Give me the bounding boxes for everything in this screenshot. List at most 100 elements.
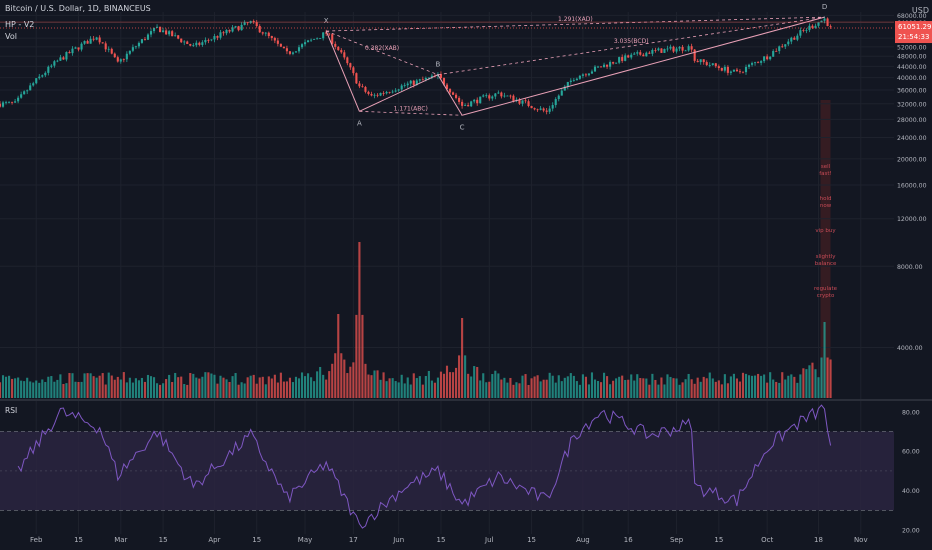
candle-body — [125, 53, 128, 60]
volume-bar — [784, 379, 787, 398]
volume-bar — [26, 377, 29, 398]
volume-bar — [0, 382, 2, 398]
volume-bar — [693, 383, 696, 398]
candle-body — [630, 54, 633, 58]
candle-body — [397, 89, 400, 91]
candle-body — [207, 39, 210, 41]
volume-bar — [455, 367, 458, 398]
candle-body — [497, 92, 500, 94]
volume-bar — [370, 375, 373, 398]
candle-body — [566, 81, 569, 87]
volume-bar — [222, 377, 225, 398]
candle-body — [829, 26, 832, 27]
candle-body — [279, 43, 282, 47]
candle-body — [95, 37, 98, 40]
volume-bar — [41, 379, 44, 398]
candle-body — [424, 77, 427, 80]
candle-body — [747, 64, 751, 67]
volume-bar — [427, 370, 430, 398]
volume-bar — [1, 375, 5, 398]
candle-body — [388, 91, 391, 93]
candle-body — [518, 99, 521, 104]
volume-bar — [352, 362, 355, 398]
candle-body — [636, 52, 639, 54]
candle-body — [113, 53, 116, 58]
candle-body — [735, 69, 739, 72]
volume-bar — [98, 375, 101, 398]
annotation-text: hold — [820, 196, 832, 202]
candle-body — [681, 46, 684, 51]
candle-body — [805, 30, 808, 31]
candle-body — [669, 46, 672, 49]
candle-body — [237, 26, 240, 31]
candle-body — [264, 32, 267, 34]
volume-bar — [285, 381, 288, 398]
volume-bar — [303, 376, 307, 398]
currency-label[interactable]: USD — [911, 6, 929, 15]
volume-bar — [149, 376, 153, 398]
volume-bar — [355, 314, 358, 398]
indicator-label-hp[interactable]: HP - V2 — [5, 20, 35, 29]
candle-body — [149, 31, 153, 35]
volume-bar — [313, 381, 316, 398]
volume-bar — [379, 379, 382, 398]
pattern-leg — [461, 16, 825, 116]
candle-body — [11, 101, 14, 103]
volume-bar — [578, 384, 581, 398]
volume-bar — [279, 372, 282, 398]
candle-body — [781, 46, 784, 48]
price-axis-label: 24000.00 — [897, 135, 927, 142]
volume-bar — [415, 378, 418, 398]
candle-body — [364, 87, 367, 92]
volume-bar — [479, 380, 482, 398]
candle-body — [651, 49, 654, 54]
price-axis-label: 52000.00 — [897, 44, 927, 51]
pattern-point-label: A — [357, 119, 362, 127]
volume-bar — [346, 373, 349, 398]
candle-body — [143, 39, 147, 40]
candle-body — [627, 55, 630, 58]
price-axis-label: 8000.00 — [897, 264, 923, 271]
candle-body — [612, 62, 615, 64]
candle-body — [146, 34, 150, 40]
volume-bar — [216, 383, 219, 398]
candle-body — [391, 91, 394, 93]
candle-body — [394, 90, 397, 92]
volume-bar — [95, 377, 98, 398]
candle-body — [717, 66, 720, 68]
volume-bar — [630, 374, 633, 398]
candle-body — [240, 24, 243, 31]
volume-bar — [539, 381, 542, 398]
candle-body — [0, 103, 2, 107]
symbol-title[interactable]: Bitcoin / U.S. Dollar, 1D, BINANCEUS — [5, 4, 151, 13]
volume-bar — [732, 373, 735, 398]
candle-body — [775, 51, 778, 52]
candle-body — [802, 30, 805, 31]
candle-body — [418, 79, 421, 81]
volume-bar — [575, 381, 578, 398]
candle-body — [820, 20, 823, 23]
annotation-text: now — [820, 203, 832, 209]
candle-body — [606, 64, 609, 67]
annotation-text: sell — [821, 164, 831, 170]
candle-body — [367, 91, 370, 94]
volume-bar — [557, 375, 560, 398]
volume-bar — [566, 376, 569, 398]
price-axis-label: 4000.00 — [897, 345, 923, 352]
candle-body — [808, 25, 811, 31]
indicator-label-vol[interactable]: Vol — [5, 32, 17, 41]
candle-body — [699, 59, 702, 63]
candle-body — [14, 101, 17, 103]
candle-body — [50, 65, 53, 67]
volume-bar — [533, 376, 536, 398]
volume-bar — [198, 378, 201, 398]
candle-body — [494, 93, 497, 97]
volume-bar — [234, 373, 237, 398]
candle-body — [421, 79, 424, 81]
volume-bar — [651, 373, 654, 398]
time-axis-label: May — [298, 536, 312, 544]
volume-bar — [125, 382, 128, 398]
volume-bar — [654, 379, 657, 398]
volume-bar — [92, 376, 95, 398]
